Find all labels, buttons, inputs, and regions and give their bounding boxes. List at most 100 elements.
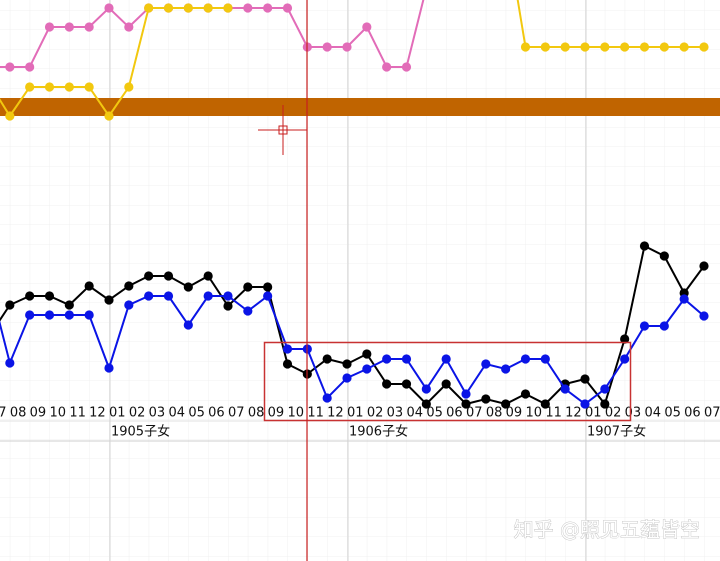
data-point	[64, 310, 74, 320]
data-point	[659, 321, 669, 331]
x-tick-label: 11	[545, 406, 562, 421]
x-tick-label: 08	[486, 406, 503, 421]
data-point	[84, 82, 94, 92]
data-point	[639, 321, 650, 331]
data-point	[124, 22, 134, 32]
data-point	[25, 62, 35, 72]
x-tick-label: 08	[248, 406, 265, 421]
data-point	[282, 344, 293, 354]
x-period-label: 1905子女	[111, 424, 170, 440]
data-point	[124, 82, 134, 92]
x-tick-label: 07	[228, 406, 245, 421]
x-tick-label: 01	[347, 406, 364, 421]
data-point	[104, 111, 114, 121]
data-point	[679, 294, 689, 304]
data-point	[342, 373, 352, 383]
data-point	[203, 291, 213, 301]
x-tick-label: 09	[268, 406, 285, 421]
data-point	[322, 42, 332, 52]
data-point	[44, 310, 55, 320]
data-point	[382, 354, 392, 364]
data-point	[481, 359, 491, 369]
data-point	[580, 42, 590, 52]
data-point	[620, 334, 630, 344]
data-point	[600, 399, 610, 409]
data-point	[481, 394, 491, 404]
x-tick-label: 05	[188, 406, 205, 421]
x-tick-label: 08	[10, 406, 27, 421]
data-point	[342, 359, 352, 369]
data-point	[144, 271, 154, 281]
data-point	[401, 379, 412, 389]
data-point	[620, 354, 630, 364]
level-band	[0, 98, 720, 116]
cursor-square	[278, 125, 288, 135]
x-tick-label: 04	[644, 406, 661, 421]
x-period-label: 1906子女	[349, 424, 408, 440]
x-tick-label: 11	[69, 406, 86, 421]
data-point	[144, 3, 154, 13]
data-point	[421, 399, 431, 409]
data-point	[540, 42, 550, 52]
data-point	[44, 291, 55, 301]
x-tick-label: 06	[446, 406, 463, 421]
data-point	[64, 22, 74, 32]
data-point	[520, 42, 531, 52]
data-point	[639, 42, 650, 52]
data-point	[282, 3, 293, 13]
data-point	[540, 354, 550, 364]
x-tick-label: 06	[684, 406, 701, 421]
data-point	[322, 354, 332, 364]
x-tick-label: 12	[565, 406, 582, 421]
data-point	[382, 379, 392, 389]
data-point	[421, 384, 431, 394]
data-point	[461, 389, 471, 399]
plot-area: 070809101112011905子女02030405060708091011…	[0, 0, 720, 440]
data-point	[183, 320, 193, 330]
data-point	[501, 364, 511, 374]
data-point	[520, 354, 531, 364]
data-point	[580, 399, 590, 409]
data-point	[104, 363, 114, 373]
x-tick-label: 10	[525, 406, 542, 421]
data-point	[282, 359, 293, 369]
data-point	[600, 384, 610, 394]
data-point	[5, 62, 15, 72]
x-tick-label: 07	[704, 406, 720, 421]
data-point	[44, 82, 55, 92]
x-tick-label: 06	[208, 406, 225, 421]
data-point	[183, 3, 193, 13]
data-point	[124, 281, 134, 291]
data-point	[223, 3, 233, 13]
data-point	[362, 22, 372, 32]
data-point	[223, 301, 233, 311]
data-point	[5, 358, 15, 368]
data-point	[263, 282, 273, 292]
x-tick-label: 05	[664, 406, 681, 421]
data-point	[84, 22, 94, 32]
data-point	[659, 42, 669, 52]
data-point	[84, 281, 94, 291]
data-point	[243, 306, 253, 316]
data-point	[620, 42, 630, 52]
data-point	[203, 271, 213, 281]
x-tick-label: 05	[426, 406, 443, 421]
data-point	[362, 349, 372, 359]
data-point	[124, 300, 134, 310]
x-tick-label: 03	[149, 406, 166, 421]
data-point	[5, 300, 15, 310]
x-tick-label: 02	[605, 406, 622, 421]
data-point	[203, 3, 213, 13]
data-point	[699, 261, 709, 271]
data-point	[163, 291, 174, 301]
data-point	[25, 82, 35, 92]
data-point	[560, 384, 570, 394]
x-tick-label: 04	[168, 406, 185, 421]
data-point	[25, 291, 35, 301]
x-tick-label: 12	[89, 406, 106, 421]
x-tick-label: 04	[406, 406, 423, 421]
data-point	[679, 42, 689, 52]
highlight-box	[263, 341, 632, 422]
